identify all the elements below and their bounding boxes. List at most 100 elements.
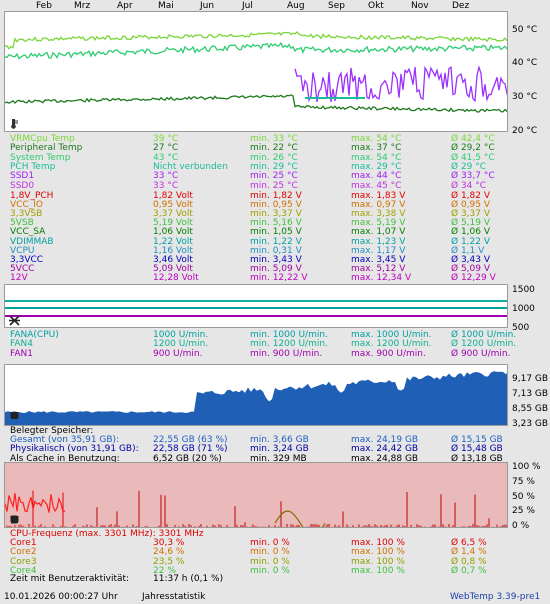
mem-avg: Ø 15,15 GB (451, 435, 503, 445)
temp-avg: Ø 34 °C (451, 180, 487, 191)
fan-avg: Ø 1200 U/min. (451, 339, 517, 350)
temp-cur: 33 °C (153, 180, 179, 191)
fan-axis-500: 500 (512, 323, 530, 333)
temp-axis-20: 20 °C (512, 126, 538, 136)
mem-axis-3: 8,55 GB (512, 404, 549, 414)
fan-axis-1500: 1500 (512, 285, 535, 295)
fan-icon (9, 315, 20, 326)
volt-min: min. 5,09 V (250, 263, 302, 274)
volt-max: max. 5,12 V (351, 263, 406, 274)
temp-cur: 27 °C (153, 143, 179, 154)
cpu-max: max. 100 % (351, 547, 405, 558)
footer-app[interactable]: WebTemp 3.39-pre1 (450, 592, 541, 602)
mem-name: Gesamt (von 35,91 GB): (10, 435, 120, 445)
footer-mode: Jahresstatistik (142, 592, 206, 602)
month-label: Aug (287, 1, 305, 11)
volt-avg: Ø 3,37 V (451, 209, 491, 220)
volt-avg: Ø 1,06 V (451, 227, 491, 238)
month-label: Okt (368, 1, 384, 11)
fan-avg: Ø 1000 U/min. (451, 330, 517, 340)
fan-cur: 1200 U/min. (153, 339, 209, 350)
cpu-core3-line (274, 510, 326, 527)
mem-avg: Ø 15,48 GB (451, 444, 503, 455)
volt-name: 1,8V_PCH (10, 191, 54, 201)
temp-cur: Nicht verbunden (153, 161, 228, 172)
cpu-min: min. 0 % (250, 538, 290, 548)
cpu-max: max. 100 % (351, 565, 405, 576)
temp-avg: Ø 29,2 °C (451, 143, 495, 154)
volt-avg: Ø 1,22 V (451, 236, 491, 247)
volt-min: min. 3,43 V (250, 254, 302, 265)
month-label: Feb (36, 1, 52, 11)
volt-cur: 5,09 Volt (153, 263, 193, 274)
mem-avg: Ø 13,18 GB (451, 453, 503, 464)
month-label: Jul (242, 1, 253, 11)
cpu-avg: Ø 0,8 % (451, 556, 487, 567)
peripheral-temp-line (5, 94, 507, 113)
fan-chart (4, 284, 508, 328)
volt-cur: 0,95 Volt (153, 200, 193, 211)
temperature-chart (4, 11, 508, 132)
cpu-name: Core4 (10, 565, 37, 576)
volt-min: min. 1,82 V (250, 191, 302, 201)
volt-min: min. 3,37 V (250, 209, 302, 220)
fan-max: max. 1200 U/min. (351, 339, 432, 350)
fan-min: min. 1000 U/min. (250, 330, 328, 340)
volt-max: max. 12,34 V (351, 272, 412, 283)
cpu-min: min. 0 % (250, 565, 290, 576)
temp-name: SSD0 (10, 180, 35, 191)
mem-axis-4: 3,23 GB (512, 419, 549, 429)
cpu-chip-icon (9, 514, 20, 525)
cpu-plot (5, 490, 507, 527)
mem-max: max. 24,42 GB (351, 444, 419, 455)
volt-name: VDIMMAB (10, 236, 54, 247)
temp-name: PCH Temp (10, 161, 56, 172)
fan-name: FANA(CPU) (10, 330, 59, 340)
volt-name: 3,3VSB (10, 209, 43, 220)
mem-name: Als Cache in Benutzung: (10, 453, 120, 464)
temp-cur: 43 °C (153, 152, 179, 163)
memory-plot (5, 371, 507, 425)
temp-cur: 39 °C (153, 134, 179, 144)
volt-name: 5VCC (10, 263, 35, 274)
volt-cur: 1,22 Volt (153, 236, 193, 247)
volt-min: min. 5,16 V (250, 218, 302, 229)
temp-min: min. 22 °C (250, 143, 298, 154)
mem-axis-1: 9,17 GB (512, 374, 549, 384)
month-label: Mai (158, 1, 174, 11)
temp-avg: Ø 29 °C (451, 161, 487, 172)
cpu-min: min. 0 % (250, 547, 290, 558)
volt-min: min. 12,22 V (250, 272, 308, 283)
volt-max: max. 1,83 V (351, 191, 406, 201)
fan-name: FAN4 (10, 339, 33, 350)
temp-name: VRMCpu Temp (10, 134, 75, 144)
temp-min: min. 25 °C (250, 180, 298, 191)
fan-avg: Ø 900 U/min. (451, 348, 511, 359)
temp-max: max. 54 °C (351, 152, 402, 163)
volt-max: max. 1,07 V (351, 227, 406, 238)
volt-name: 12V (10, 272, 28, 283)
cpu-axis-0: 0 % (512, 521, 530, 531)
volt-name: VCC_SA (10, 227, 46, 238)
fan-plot (5, 300, 507, 317)
thermometer-icon (8, 118, 19, 129)
temp-max: max. 37 °C (351, 143, 402, 154)
volt-avg: Ø 5,19 V (451, 218, 491, 229)
activity-label: Zeit mit Benutzeraktivität: (10, 574, 130, 584)
temp-name: SSD1 (10, 171, 35, 182)
volt-max: max. 1,23 V (351, 236, 406, 247)
cpu-cur: 30,3 % (153, 538, 185, 548)
volt-max: max. 0,97 V (351, 200, 406, 211)
cpu-axis-100: 100 % (512, 462, 541, 472)
footer-datetime: 10.01.2026 00:00:27 Uhr (4, 592, 118, 602)
cpu-name: Core1 (10, 538, 37, 548)
memory-chip-icon (9, 410, 20, 421)
activity-value: 11:37 h (0,1 %) (153, 574, 224, 584)
month-label: Jun (200, 1, 215, 11)
mem-cur: 22,58 GB (71 %) (153, 444, 228, 455)
volt-avg: Ø 1,1 V (451, 245, 485, 256)
cpu-axis-75: 75 % (512, 477, 535, 487)
volt-avg: Ø 12,29 V (451, 272, 496, 283)
month-label: Mrz (74, 1, 91, 11)
mem-max: max. 24,19 GB (351, 435, 419, 445)
